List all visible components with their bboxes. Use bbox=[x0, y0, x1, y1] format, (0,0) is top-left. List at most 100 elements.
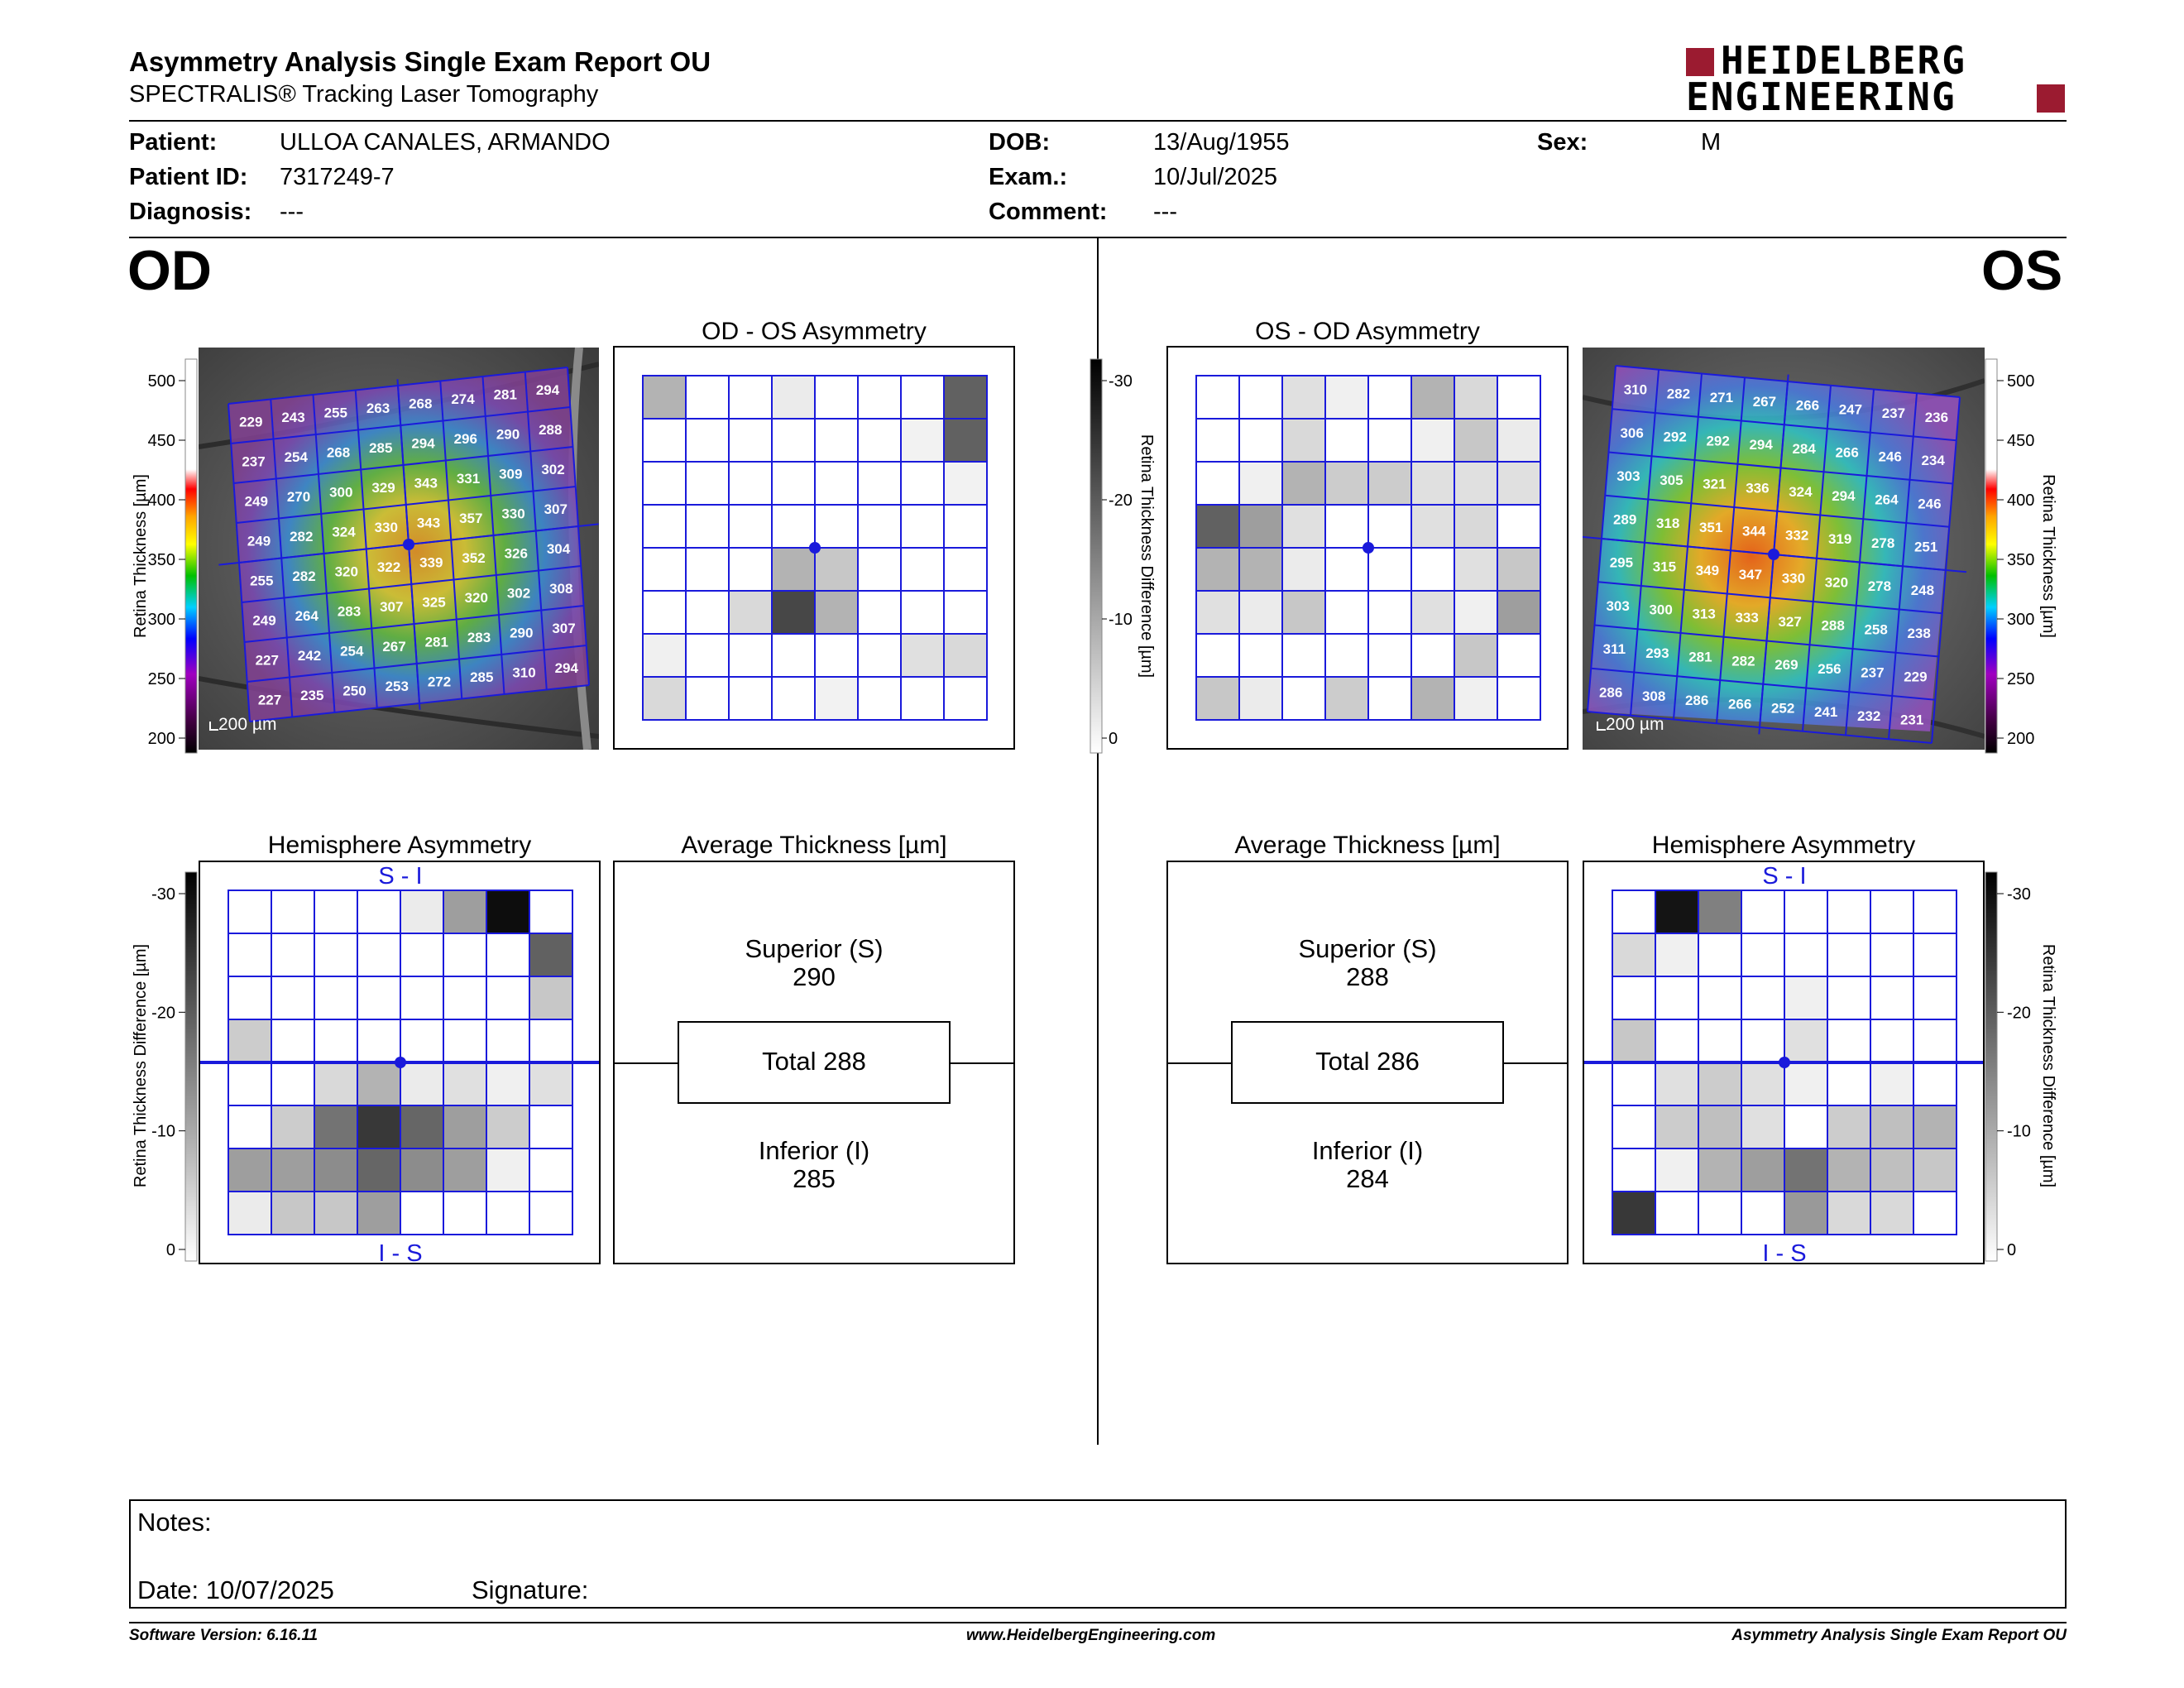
od-hemi-cell-0-2 bbox=[314, 890, 358, 934]
os-hemi-cell-7-6 bbox=[1870, 1191, 1914, 1235]
od-hemi-cell-2-7 bbox=[529, 976, 573, 1020]
os-hemi-cell-7-2 bbox=[1698, 1191, 1742, 1235]
signature-label: Signature: bbox=[472, 1575, 589, 1604]
od-hemi-cell-6-1 bbox=[271, 1148, 315, 1192]
diagnosis-value: --- bbox=[280, 199, 304, 225]
os-map-value-0-5: 247 bbox=[1839, 401, 1862, 417]
os-asym-fovea-marker bbox=[1363, 542, 1374, 554]
os-hemi-cell-6-4 bbox=[1784, 1148, 1828, 1192]
od-hemi-cell-5-7 bbox=[529, 1105, 573, 1149]
report-subtitle: SPECTRALIS® Tracking Laser Tomography bbox=[129, 81, 599, 108]
os-asym-cell-2-0 bbox=[1195, 461, 1240, 506]
od-hemi-cell-6-7 bbox=[529, 1148, 573, 1192]
os-map-value-2-4: 324 bbox=[1789, 484, 1813, 500]
od-hemi-cell-3-1 bbox=[271, 1019, 315, 1063]
os-map-value-0-3: 267 bbox=[1753, 394, 1776, 410]
od-map-value-6-3: 267 bbox=[382, 639, 405, 655]
os-hemisphere-title: Hemisphere Asymmetry bbox=[1651, 832, 1916, 859]
os-hemi-cell-4-6 bbox=[1870, 1062, 1914, 1106]
os-map-value-0-2: 271 bbox=[1710, 390, 1733, 405]
od-hemi-cell-0-3 bbox=[357, 890, 401, 934]
os-map-value-4-4: 330 bbox=[1782, 571, 1805, 587]
od-asym-cell-1-5 bbox=[857, 418, 902, 463]
os-asym-cell-7-2 bbox=[1281, 676, 1326, 721]
os-asym-cell-4-3 bbox=[1324, 547, 1369, 592]
od-map-fovea-marker bbox=[403, 539, 414, 550]
os-hemi-cell-0-7 bbox=[1913, 890, 1957, 934]
od-hemi-cell-6-6 bbox=[486, 1148, 530, 1192]
os-map-value-3-1: 318 bbox=[1656, 516, 1679, 531]
os-hemi-cell-3-2 bbox=[1698, 1019, 1742, 1063]
od-hemi-cell-7-2 bbox=[314, 1191, 358, 1235]
sex-value: M bbox=[1701, 129, 1722, 156]
od-hemi-bottom-label: I - S bbox=[378, 1240, 422, 1263]
os-map-value-1-3: 294 bbox=[1749, 437, 1773, 453]
od-map-value-3-6: 330 bbox=[501, 506, 524, 521]
os-map-value-3-0: 289 bbox=[1613, 511, 1636, 527]
os-map-value-4-0: 295 bbox=[1610, 555, 1633, 571]
sex-label: Sex: bbox=[1537, 129, 1588, 156]
os-asym-cell-6-7 bbox=[1497, 633, 1541, 678]
os-map-value-3-7: 251 bbox=[1914, 539, 1937, 555]
od-asym-cell-7-2 bbox=[728, 676, 773, 721]
os-map-value-2-5: 294 bbox=[1832, 488, 1856, 504]
od-map-value-3-3: 330 bbox=[375, 520, 398, 535]
os-hemi-cell-6-7 bbox=[1913, 1148, 1957, 1192]
od-map-value-6-0: 227 bbox=[256, 652, 279, 668]
od-hemi-cell-4-4 bbox=[400, 1062, 444, 1106]
os-asym-cell-6-0 bbox=[1195, 633, 1240, 678]
od-difference-axis-label: Retina Thickness Difference [µm] bbox=[132, 944, 150, 1187]
os-map-value-2-3: 336 bbox=[1746, 480, 1769, 496]
od-map-value-1-7: 288 bbox=[539, 422, 562, 438]
od-inferior-value: 285 bbox=[793, 1164, 836, 1193]
od-asym-cell-1-1 bbox=[685, 418, 730, 463]
od-superior-value: 290 bbox=[793, 962, 836, 991]
os-asym-cell-4-0 bbox=[1195, 547, 1240, 592]
od-map-value-7-6: 310 bbox=[512, 664, 535, 680]
od-map-value-7-2: 250 bbox=[342, 683, 366, 698]
od-asym-cell-2-2 bbox=[728, 461, 773, 506]
os-map-value-6-0: 311 bbox=[1603, 641, 1626, 657]
od-thickness-tick-0: 500 bbox=[148, 372, 175, 391]
os-asym-cell-1-1 bbox=[1238, 418, 1283, 463]
os-asym-cell-1-2 bbox=[1281, 418, 1326, 463]
od-map-value-0-2: 255 bbox=[324, 405, 347, 420]
od-average-title: Average Thickness [µm] bbox=[681, 832, 947, 859]
os-hemi-cell-5-6 bbox=[1870, 1105, 1914, 1149]
os-asym-cell-4-7 bbox=[1497, 547, 1541, 592]
od-asym-cell-3-4 bbox=[814, 504, 859, 549]
od-map-value-0-6: 281 bbox=[494, 386, 517, 402]
od-hemi-cell-2-5 bbox=[443, 976, 487, 1020]
od-hemi-cell-2-2 bbox=[314, 976, 358, 1020]
od-map-value-5-4: 325 bbox=[422, 594, 445, 610]
od-hemi-cell-7-0 bbox=[228, 1191, 272, 1235]
os-hemi-cell-2-1 bbox=[1655, 976, 1699, 1020]
od-asym-cell-2-1 bbox=[685, 461, 730, 506]
od-map-grid: 229 243 255 263 268 274 281 294 237 254 268 285 294 2… bbox=[218, 367, 599, 722]
os-hemi-cell-2-3 bbox=[1741, 976, 1785, 1020]
os-map-value-6-7: 229 bbox=[1904, 669, 1927, 684]
os-hemi-cell-6-5 bbox=[1827, 1148, 1871, 1192]
website-link[interactable]: www.HeidelbergEngineering.com bbox=[966, 1627, 1216, 1644]
os-hemi-cell-4-1 bbox=[1655, 1062, 1699, 1106]
os-difference-tick-0: -30 bbox=[2007, 885, 2031, 904]
od-hemi-cell-3-3 bbox=[357, 1019, 401, 1063]
os-asym-cell-5-7 bbox=[1497, 590, 1541, 635]
od-asym-cell-0-6 bbox=[900, 375, 945, 420]
os-od-asymmetry-panel bbox=[1166, 346, 1569, 750]
os-map-value-7-2: 286 bbox=[1685, 693, 1708, 708]
od-map-value-5-1: 264 bbox=[295, 608, 319, 624]
notes-box[interactable]: Notes: Date: 10/07/2025 Signature: bbox=[129, 1499, 2067, 1609]
od-hemi-cell-0-7 bbox=[529, 890, 573, 934]
od-map-value-3-2: 324 bbox=[332, 524, 356, 539]
od-asym-cell-1-0 bbox=[642, 418, 687, 463]
od-map-value-4-6: 326 bbox=[505, 545, 528, 561]
od-asym-cell-0-0 bbox=[642, 375, 687, 420]
os-scale-bar-icon bbox=[1597, 722, 1606, 731]
os-asym-cell-2-3 bbox=[1324, 461, 1369, 506]
os-thickness-tick-5: 250 bbox=[2007, 670, 2034, 688]
os-hemi-cell-4-7 bbox=[1913, 1062, 1957, 1106]
od-asym-cell-2-0 bbox=[642, 461, 687, 506]
od-hemi-cell-5-1 bbox=[271, 1105, 315, 1149]
os-asym-cell-2-7 bbox=[1497, 461, 1541, 506]
